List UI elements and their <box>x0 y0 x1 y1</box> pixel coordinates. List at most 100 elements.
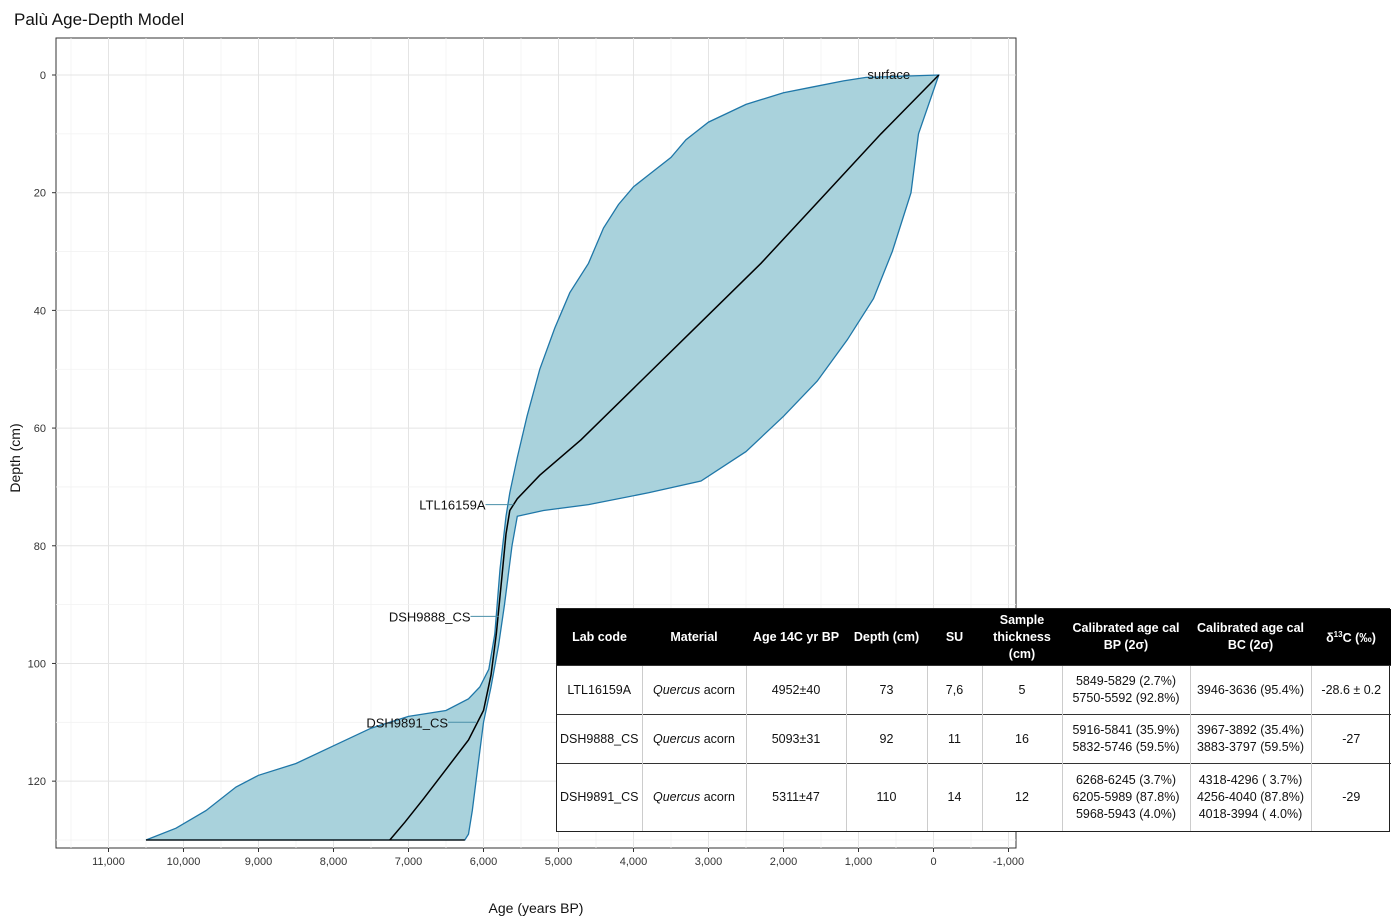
annotation-label: surface <box>867 67 910 82</box>
annotation-label: DSH9891_CS <box>366 715 448 730</box>
x-axis-title: Age (years BP) <box>489 900 584 916</box>
cal-bc-range: 3967-3892 (35.4%) <box>1196 723 1305 737</box>
cell-age14c: 5311±47 <box>745 763 846 831</box>
table-row: LTL16159A Quercus acorn 4952±40 73 7,6 5… <box>557 665 1391 715</box>
x-tick-label: -1,000 <box>993 856 1024 868</box>
cell-depth: 92 <box>845 714 927 764</box>
thickness-header-line: Sample <box>999 612 1045 627</box>
cell-age14c: 5093±31 <box>745 714 846 764</box>
cell-su: 11 <box>926 714 982 764</box>
material-genus: Quercus <box>653 682 701 697</box>
cal-bp-range: 5750-5592 (92.8%) <box>1072 691 1180 705</box>
uncertainty-band-area <box>145 74 940 841</box>
cell-material: Quercus acorn <box>641 665 746 715</box>
cal-bp-header-line: Calibrated age cal <box>1072 621 1180 635</box>
cell-lab-code: DSH9888_CS <box>557 714 642 764</box>
cal-bp-range: 5968-5943 (4.0%) <box>1075 807 1177 821</box>
x-tick-label: 1,000 <box>845 856 873 868</box>
cell-thickness: 5 <box>981 665 1062 715</box>
d13c-suffix: C (‰) <box>1342 631 1376 646</box>
cell-cal-bc: 3967-3892 (35.4%) 3883-3797 (59.5%) <box>1189 714 1311 764</box>
cell-depth: 73 <box>845 665 927 715</box>
material-genus: Quercus <box>653 790 701 804</box>
d13c-sup: 13 <box>1333 630 1343 640</box>
cell-cal-bc: 4318-4296 ( 3.7%) 4256-4040 (87.8%) 4018… <box>1189 763 1311 831</box>
col-header-age14c: Age 14C yr BP <box>746 609 846 666</box>
median-age-line <box>389 74 940 841</box>
x-tick-label: 11,000 <box>92 856 125 868</box>
cal-bp-range: 5849-5829 (2.7%) <box>1075 674 1177 688</box>
cell-lab-code: DSH9891_CS <box>557 763 642 831</box>
x-tick-label: 4,000 <box>620 856 648 868</box>
cal-bp-range: 5832-5746 (59.5%) <box>1072 740 1180 754</box>
col-header-lab-code: Lab code <box>557 609 642 666</box>
col-header-cal-bp: Calibrated age cal BP (2σ) <box>1062 609 1190 666</box>
thickness-header-line: (cm) <box>1008 646 1036 661</box>
y-tick-label: 0 <box>40 70 46 82</box>
cell-age14c: 4952±40 <box>745 665 846 715</box>
cell-d13c: -27 <box>1310 714 1391 764</box>
col-header-cal-bc: Calibrated age cal BC (2σ) <box>1190 609 1311 666</box>
x-tick-label: 8,000 <box>320 856 348 868</box>
annotations: surface LTL16159A DSH9888_CS DSH9891_CS <box>366 67 910 730</box>
cal-bc-range: 4018-3994 ( 4.0%) <box>1198 807 1303 821</box>
median-line <box>146 74 940 841</box>
cell-thickness: 12 <box>981 763 1062 831</box>
col-header-d13c: δ13C (‰) <box>1311 609 1391 666</box>
thickness-header-line: thickness <box>993 629 1051 644</box>
x-tick-label: 3,000 <box>695 856 723 868</box>
x-tick-label: 0 <box>930 856 936 868</box>
dates-table: Lab code Material Age 14C yr BP Depth (c… <box>557 609 1391 831</box>
annotation-label: LTL16159A <box>419 498 486 513</box>
cal-bc-range: 3946-3636 (95.4%) <box>1196 682 1305 697</box>
material-genus: Quercus <box>653 731 701 746</box>
cell-material: Quercus acorn <box>641 714 746 764</box>
cell-depth: 110 <box>845 763 927 831</box>
cal-bc-range: 3883-3797 (59.5%) <box>1196 740 1305 754</box>
cell-lab-code: LTL16159A <box>557 665 642 715</box>
x-tick-label: 9,000 <box>245 856 273 868</box>
cal-bp-range: 6268-6245 (3.7%) <box>1075 773 1177 787</box>
cal-bc-range: 4256-4040 (87.8%) <box>1196 790 1305 804</box>
x-tick-label: 10,000 <box>167 856 201 868</box>
y-axis-title: Depth (cm) <box>7 423 23 492</box>
cell-cal-bp: 5916-5841 (35.9%) 5832-5746 (59.5%) <box>1061 714 1190 764</box>
x-tick-label: 6,000 <box>470 856 498 868</box>
table-header-row: Lab code Material Age 14C yr BP Depth (c… <box>557 609 1391 666</box>
material-rest: acorn <box>700 731 735 746</box>
chart-title: Palù Age-Depth Model <box>14 10 184 29</box>
cal-bc-header-line: Calibrated age cal <box>1197 621 1304 635</box>
y-axis: 0 20 40 60 80 100 120 <box>28 70 56 788</box>
y-tick-label: 120 <box>28 776 46 788</box>
y-tick-label: 60 <box>34 423 46 435</box>
x-tick-label: 2,000 <box>770 856 798 868</box>
y-tick-label: 40 <box>34 305 46 317</box>
cal-bc-header-line: BC (2σ) <box>1227 638 1274 652</box>
x-axis: 11,000 10,000 9,000 8,000 7,000 6,000 5,000 4,0… <box>92 848 1024 868</box>
col-header-su: SU <box>927 609 982 666</box>
y-tick-label: 100 <box>28 658 46 670</box>
material-rest: acorn <box>700 790 735 804</box>
cell-d13c: -28.6 ± 0.2 <box>1310 665 1391 715</box>
annotation-label: DSH9888_CS <box>389 609 471 624</box>
cell-thickness: 16 <box>981 714 1062 764</box>
cell-cal-bc: 3946-3636 (95.4%) <box>1189 665 1311 715</box>
uncertainty-band <box>145 74 940 841</box>
cal-bp-range: 6205-5989 (87.8%) <box>1072 790 1180 804</box>
cell-cal-bp: 5849-5829 (2.7%) 5750-5592 (92.8%) <box>1061 665 1190 715</box>
x-tick-label: 5,000 <box>545 856 573 868</box>
col-header-depth: Depth (cm) <box>846 609 927 666</box>
cell-cal-bp: 6268-6245 (3.7%) 6205-5989 (87.8%) 5968-… <box>1061 763 1190 831</box>
cell-d13c: -29 <box>1310 763 1391 831</box>
cal-bp-range: 5916-5841 (35.9%) <box>1072 723 1180 737</box>
y-tick-label: 80 <box>34 541 46 553</box>
col-header-material: Material <box>642 609 746 666</box>
y-tick-label: 20 <box>34 188 46 200</box>
cell-su: 14 <box>926 763 982 831</box>
cal-bp-header-line: BP (2σ) <box>1103 638 1149 652</box>
col-header-thickness: Sample thickness (cm) <box>982 609 1062 666</box>
cal-bc-range: 4318-4296 ( 3.7%) <box>1198 773 1303 787</box>
table-row: DSH9891_CS Quercus acorn 5311±47 110 14 … <box>557 763 1391 831</box>
cell-material: Quercus acorn <box>641 763 746 831</box>
d13c-prefix: δ <box>1326 631 1334 646</box>
